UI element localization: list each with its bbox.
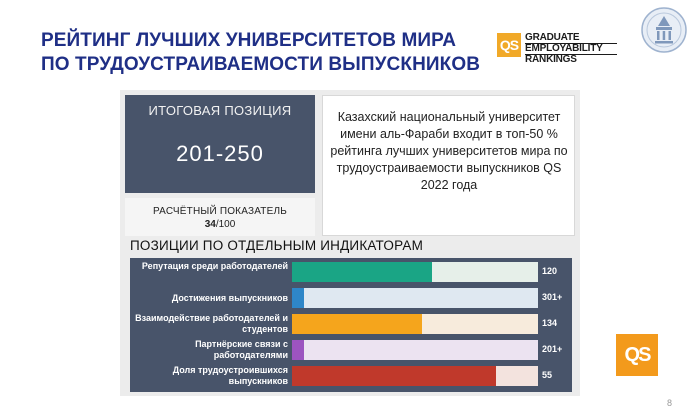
- title-line-1: РЕЙТИНГ ЛУЧШИХ УНИВЕРСИТЕТОВ МИРА: [41, 30, 457, 51]
- qs-logo-line-3: RANKINGS: [525, 54, 577, 65]
- calculated-score-value: 34/100: [125, 219, 315, 230]
- qs-logo-line-1: GRADUATE: [525, 33, 617, 44]
- indicator-value: 120: [542, 266, 558, 276]
- calculated-score-label: РАСЧЁТНЫЙ ПОКАЗАТЕЛЬ: [152, 206, 287, 217]
- page-title: РЕЙТИНГ ЛУЧШИХ УНИВЕРСИТЕТОВ МИРА ПО ТРУ…: [41, 29, 481, 77]
- indicator-value: 201+: [542, 344, 563, 354]
- indicator-bar-track: [292, 288, 538, 308]
- university-emblem-icon: [641, 7, 687, 53]
- title-line-2: ПО ТРУДОУСТРАИВАЕМОСТИ ВЫПУСКНИКОВ: [41, 54, 481, 75]
- indicator-value: 55: [542, 370, 553, 380]
- indicator-row: Взаимодействие работодателей и студентов…: [130, 312, 572, 336]
- indicators-panel: Репутация среди работодателей 120 Достижен…: [130, 258, 572, 392]
- info-text: Казахский национальный университет имени…: [330, 110, 568, 192]
- indicator-bar-fill: [292, 340, 305, 360]
- score-max: /100: [215, 219, 236, 230]
- indicator-bar-fill: [292, 366, 497, 386]
- qs-corner-badge: QS: [616, 334, 658, 376]
- indicator-row: Достижения выпускников 301+: [130, 286, 572, 310]
- indicator-row: Партнёрские связи с работодателями 201+: [130, 338, 572, 362]
- score-number: 34: [204, 219, 216, 230]
- calculated-score-box: РАСЧЁТНЫЙ ПОКАЗАТЕЛЬ 34/100: [125, 198, 315, 236]
- indicator-label: Взаимодействие работодателей и студентов: [135, 313, 288, 334]
- indicator-row: Репутация среди работодателей 120: [130, 260, 572, 284]
- page-number: 8: [667, 398, 673, 408]
- indicator-label: Доля трудоустроившихся выпускников: [172, 365, 288, 386]
- indicator-bar-fill: [292, 262, 433, 282]
- qs-logo-mark: QS: [497, 33, 521, 57]
- indicator-bar-fill: [292, 288, 305, 308]
- indicator-value: 301+: [542, 292, 563, 302]
- indicator-label: Репутация среди работодателей: [141, 261, 288, 271]
- final-position-label: ИТОГОВАЯ ПОЗИЦИЯ: [148, 103, 292, 118]
- qs-logo-text: GRADUATE EMPLOYABILITY RANKINGS: [525, 33, 617, 65]
- indicator-label: Достижения выпускников: [171, 293, 288, 303]
- info-box: Казахский национальный университет имени…: [322, 95, 575, 236]
- final-position-box: ИТОГОВАЯ ПОЗИЦИЯ 201-250: [125, 95, 315, 193]
- qs-rankings-logo: QS GRADUATE EMPLOYABILITY RANKINGS: [497, 33, 617, 65]
- indicator-value: 134: [542, 318, 558, 328]
- final-position-value: 201-250: [176, 141, 264, 166]
- indicator-bar-track: [292, 340, 538, 360]
- qs-logo-line-2: EMPLOYABILITY: [525, 44, 617, 55]
- indicator-bar-track: [292, 366, 538, 386]
- indicators-title: ПОЗИЦИИ ПО ОТДЕЛЬНЫМ ИНДИКАТОРАМ: [130, 238, 424, 253]
- indicator-label: Партнёрские связи с работодателями: [195, 339, 288, 360]
- indicator-bar-track: [292, 262, 538, 282]
- indicator-row: Доля трудоустроившихся выпускников 55: [130, 364, 572, 388]
- indicator-bar-track: [292, 314, 538, 334]
- indicator-bar-fill: [292, 314, 423, 334]
